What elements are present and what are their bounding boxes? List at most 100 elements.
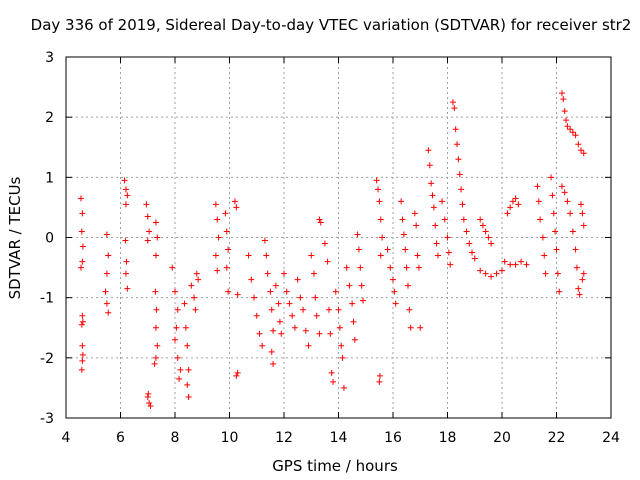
data-point xyxy=(169,264,176,271)
data-point xyxy=(103,231,110,238)
data-point xyxy=(270,360,277,367)
data-point xyxy=(541,252,548,259)
data-point xyxy=(261,237,268,244)
data-point xyxy=(452,126,459,133)
data-point xyxy=(384,246,391,253)
data-point xyxy=(79,210,86,217)
data-point xyxy=(343,264,350,271)
data-point xyxy=(248,276,255,283)
data-point xyxy=(122,270,129,277)
data-point xyxy=(404,282,411,289)
data-point xyxy=(554,270,561,277)
data-point xyxy=(358,282,365,289)
data-point xyxy=(214,216,221,223)
data-point xyxy=(471,255,478,262)
data-point xyxy=(499,267,505,274)
data-point xyxy=(330,378,337,385)
data-point xyxy=(223,264,230,271)
data-point xyxy=(539,234,546,241)
data-point xyxy=(411,210,418,217)
data-point xyxy=(415,264,422,271)
data-point xyxy=(563,117,570,124)
data-point xyxy=(286,300,293,307)
data-point xyxy=(188,282,195,289)
data-point xyxy=(308,252,315,259)
data-point xyxy=(376,372,383,379)
data-point xyxy=(214,267,221,274)
y-tick-label: 3 xyxy=(45,50,54,66)
data-point xyxy=(302,327,309,334)
data-point xyxy=(79,243,86,250)
data-point xyxy=(569,228,576,235)
data-point xyxy=(122,237,129,244)
data-point xyxy=(355,246,362,253)
y-tick-label: 0 xyxy=(45,231,54,247)
data-series xyxy=(77,90,587,409)
data-point xyxy=(406,306,413,313)
data-point xyxy=(552,228,559,235)
data-point xyxy=(146,228,153,235)
data-point xyxy=(488,273,495,280)
data-point xyxy=(253,312,260,319)
data-point xyxy=(479,222,486,229)
data-point xyxy=(579,276,586,283)
x-tick-label: 6 xyxy=(116,430,125,446)
x-tick-label: 24 xyxy=(602,430,620,446)
data-point xyxy=(305,342,312,349)
data-point xyxy=(400,231,407,238)
data-point xyxy=(451,105,458,112)
data-point xyxy=(124,192,131,199)
data-point xyxy=(154,342,161,349)
x-axis-label: GPS time / hours xyxy=(272,457,398,475)
data-point xyxy=(377,252,384,259)
data-point xyxy=(154,234,161,241)
x-tick-label: 16 xyxy=(384,430,402,446)
data-point xyxy=(429,192,436,199)
data-point xyxy=(569,129,576,136)
data-point xyxy=(399,216,406,223)
data-point xyxy=(256,330,263,337)
data-point xyxy=(328,369,335,376)
data-point xyxy=(439,198,446,205)
data-point xyxy=(454,141,461,148)
data-point xyxy=(233,372,240,379)
data-point xyxy=(267,288,274,295)
data-point xyxy=(377,216,384,223)
data-point xyxy=(177,366,184,373)
data-point xyxy=(579,210,586,217)
data-point xyxy=(580,150,587,157)
data-point xyxy=(360,297,367,304)
data-point xyxy=(456,171,463,178)
data-point xyxy=(332,288,339,295)
data-point xyxy=(316,216,323,223)
data-point xyxy=(291,324,298,331)
data-point xyxy=(143,201,150,208)
data-point xyxy=(580,222,587,229)
data-point xyxy=(176,375,183,382)
data-point xyxy=(477,216,484,223)
data-point xyxy=(317,219,324,226)
data-point xyxy=(195,276,202,283)
data-point xyxy=(458,186,465,193)
data-point xyxy=(234,369,241,376)
data-point xyxy=(276,318,283,325)
data-point xyxy=(184,381,191,388)
x-tick-label: 18 xyxy=(439,430,457,446)
data-point xyxy=(234,291,241,298)
data-point xyxy=(105,309,112,316)
data-point xyxy=(407,324,414,331)
data-point xyxy=(147,402,154,409)
data-point xyxy=(264,270,271,277)
data-point xyxy=(391,288,398,295)
chart-title: Day 336 of 2019, Sidereal Day-to-day VTE… xyxy=(31,16,632,34)
data-point xyxy=(504,210,511,217)
data-point xyxy=(558,183,565,190)
data-point xyxy=(550,210,557,217)
data-point xyxy=(172,288,178,295)
data-point xyxy=(507,261,514,268)
data-point xyxy=(144,213,151,220)
data-point xyxy=(222,210,229,217)
data-point xyxy=(567,126,574,133)
data-point xyxy=(501,258,508,265)
